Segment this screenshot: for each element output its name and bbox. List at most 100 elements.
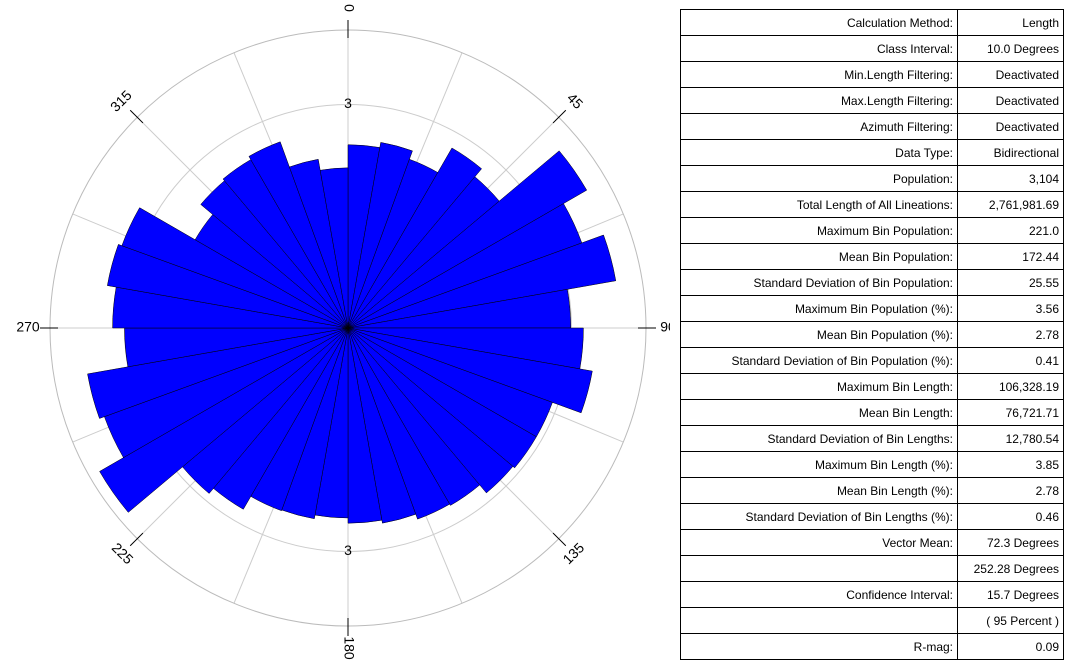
row-value: 0.41 <box>957 347 1064 374</box>
rose-petal <box>347 327 417 524</box>
angle-tick <box>552 109 567 124</box>
row-label: Maximum Bin Population (%): <box>680 295 958 322</box>
row-value: 2.78 <box>957 477 1064 504</box>
angle-tick-label: 270 <box>16 319 40 335</box>
row-value: 3.56 <box>957 295 1064 322</box>
row-value: 252.28 Degrees <box>957 555 1064 582</box>
row-value: Deactivated <box>957 61 1064 88</box>
table-row: Maximum Bin Length: 106,328.19 <box>680 373 1064 400</box>
row-value: 0.09 <box>957 633 1064 660</box>
rose-petal <box>319 167 349 329</box>
rose-petal <box>248 141 349 329</box>
row-label: Standard Deviation of Bin Lengths: <box>680 425 958 452</box>
angle-tick-label: 45 <box>564 90 586 112</box>
row-value: 172.44 <box>957 243 1064 270</box>
row-label: Maximum Bin Length (%): <box>680 451 958 478</box>
table-row: Azimuth Filtering: Deactivated <box>680 113 1064 140</box>
table-row: Calculation Method: Length <box>680 9 1064 36</box>
table-row: Population: 3,104 <box>680 165 1064 192</box>
table-row: R-mag: 0.09 <box>680 633 1064 660</box>
row-label: Standard Deviation of Bin Lengths (%): <box>680 503 958 530</box>
row-label: Mean Bin Population: <box>680 243 958 270</box>
row-label: Standard Deviation of Bin Population (%)… <box>680 347 958 374</box>
table-row: Standard Deviation of Bin Population: 25.… <box>680 269 1064 296</box>
row-label: Data Type: <box>680 139 958 166</box>
row-value: Length <box>957 9 1064 36</box>
table-row: Standard Deviation of Bin Lengths: 12,780… <box>680 425 1064 452</box>
row-value: 72.3 Degrees <box>957 529 1064 556</box>
table-row: Maximum Bin Population (%): 3.56 <box>680 295 1064 322</box>
row-value: 3,104 <box>957 165 1064 192</box>
row-value: ( 95 Percent ) <box>957 607 1064 634</box>
row-value: 15.7 Degrees <box>957 581 1064 608</box>
table-row: ( 95 Percent ) <box>680 607 1064 634</box>
table-row: Standard Deviation of Bin Lengths (%): 0.… <box>680 503 1064 530</box>
rose-petal <box>347 327 451 520</box>
row-label: Standard Deviation of Bin Population: <box>680 269 958 296</box>
row-value: 0.46 <box>957 503 1064 530</box>
radial-tick-label: 3 <box>344 95 352 111</box>
rose-petal <box>347 327 383 524</box>
row-label: Azimuth Filtering: <box>680 113 958 140</box>
row-value: 3.85 <box>957 451 1064 478</box>
rose-petal <box>347 234 617 329</box>
angle-tick-label: 0 <box>341 4 357 12</box>
rose-petal <box>347 150 588 329</box>
table-row: Maximum Bin Length (%): 3.85 <box>680 451 1064 478</box>
row-label: Max.Length Filtering: <box>680 87 958 114</box>
row-label: Mean Bin Length: <box>680 399 958 426</box>
row-label: Confidence Interval: <box>680 581 958 608</box>
table-row: Confidence Interval: 15.7 Degrees <box>680 581 1064 608</box>
table-row: Total Length of All Lineations: 2,761,981… <box>680 191 1064 218</box>
row-label: Vector Mean: <box>680 529 958 556</box>
row-value: Deactivated <box>957 87 1064 114</box>
row-label: Class Interval: <box>680 35 958 62</box>
row-value: 12,780.54 <box>957 425 1064 452</box>
angle-tick-label: 180 <box>341 636 357 660</box>
angle-tick <box>129 532 144 547</box>
table-row: Class Interval: 10.0 Degrees <box>680 35 1064 62</box>
table-row: Mean Bin Length: 76,721.71 <box>680 399 1064 426</box>
table-row: Min.Length Filtering: Deactivated <box>680 61 1064 88</box>
row-value: 106,328.19 <box>957 373 1064 400</box>
table-row: Mean Bin Population: 172.44 <box>680 243 1064 270</box>
rose-petal <box>99 327 349 513</box>
table-row: Mean Bin Length (%): 2.78 <box>680 477 1064 504</box>
angle-tick-label: 90 <box>660 319 670 335</box>
rose-petal <box>289 158 349 329</box>
angle-tick <box>552 532 567 547</box>
angle-tick <box>129 109 144 124</box>
row-label <box>680 607 958 634</box>
row-value: 76,721.71 <box>957 399 1064 426</box>
rose-petal <box>347 327 537 469</box>
rose-petal <box>347 327 593 414</box>
table-row: 252.28 Degrees <box>680 555 1064 582</box>
rose-petal <box>347 147 482 329</box>
row-value: 221.0 <box>957 217 1064 244</box>
rose-petal <box>87 327 349 419</box>
row-label <box>680 555 958 582</box>
rose-petal <box>121 207 349 329</box>
radial-tick-label: 3 <box>344 542 352 558</box>
row-label: Mean Bin Population (%): <box>680 321 958 348</box>
statistics-table: Calculation Method: Length Class Interval:… <box>680 9 1064 660</box>
rose-diagram: 3304590135180225270315 <box>16 4 670 660</box>
table-row: Standard Deviation of Bin Population (%)… <box>680 347 1064 374</box>
table-row: Data Type: Bidirectional <box>680 139 1064 166</box>
table-row: Maximum Bin Population: 221.0 <box>680 217 1064 244</box>
row-label: Mean Bin Length (%): <box>680 477 958 504</box>
row-label: Total Length of All Lineations: <box>680 191 958 218</box>
row-label: Min.Length Filtering: <box>680 61 958 88</box>
rose-petal <box>347 327 514 494</box>
row-label: Maximum Bin Length: <box>680 373 958 400</box>
row-value: 10.0 Degrees <box>957 35 1064 62</box>
row-label: Population: <box>680 165 958 192</box>
rose-petal <box>347 142 413 329</box>
row-value: Deactivated <box>957 113 1064 140</box>
rose-petal <box>347 327 481 506</box>
row-value: 2.78 <box>957 321 1064 348</box>
rose-petal <box>107 244 349 329</box>
row-label: R-mag: <box>680 633 958 660</box>
row-value: 2,761,981.69 <box>957 191 1064 218</box>
